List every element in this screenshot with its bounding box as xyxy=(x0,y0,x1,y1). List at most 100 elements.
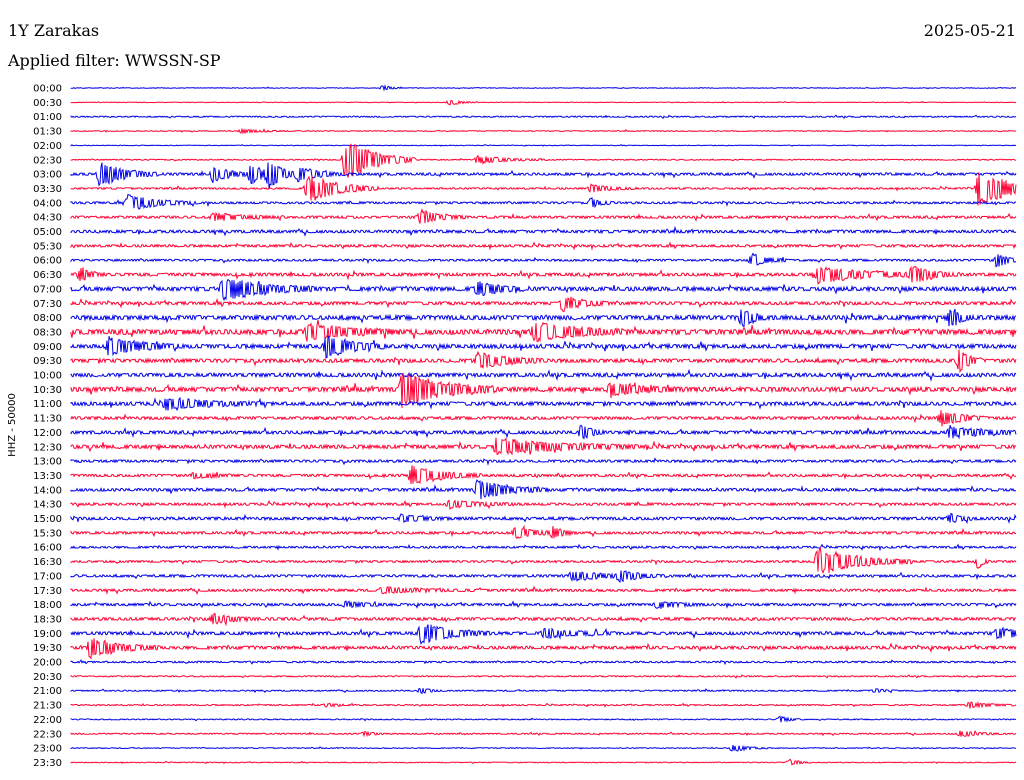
time-label: 04:30 xyxy=(33,213,62,224)
trace-line xyxy=(70,499,1017,510)
time-label: 00:30 xyxy=(33,98,62,109)
time-label: 20:30 xyxy=(33,672,62,683)
trace-line xyxy=(70,744,1016,752)
trace-line xyxy=(70,172,1017,206)
trace-line xyxy=(70,143,1017,178)
time-label: 12:00 xyxy=(33,428,62,439)
time-label: 02:00 xyxy=(33,141,62,152)
time-label: 00:00 xyxy=(33,84,62,95)
trace-line xyxy=(70,162,1017,190)
trace-line xyxy=(70,613,1017,627)
time-label: 10:00 xyxy=(33,371,62,382)
trace-line xyxy=(70,144,1017,147)
time-label: 07:30 xyxy=(33,299,62,310)
time-label: 06:30 xyxy=(33,270,62,281)
trace-line xyxy=(70,715,1017,723)
time-label: 17:30 xyxy=(33,586,62,597)
trace-line xyxy=(70,600,1017,610)
trace-line xyxy=(70,543,1017,552)
time-label: 23:00 xyxy=(33,744,62,755)
trace-line xyxy=(70,368,1017,382)
time-label: 03:00 xyxy=(33,170,62,181)
trace-line xyxy=(70,437,1017,456)
trace-line xyxy=(70,252,1017,268)
time-label: 22:00 xyxy=(33,715,62,726)
time-label: 16:30 xyxy=(33,557,62,568)
trace-line xyxy=(70,674,1017,679)
trace-line xyxy=(70,585,1017,595)
trace-group xyxy=(70,84,1017,766)
time-label: 11:00 xyxy=(33,399,62,410)
time-label: 18:00 xyxy=(33,600,62,611)
time-label: 07:00 xyxy=(33,284,62,295)
trace-line xyxy=(70,570,1017,584)
time-label: 08:00 xyxy=(33,313,62,324)
time-label: 22:30 xyxy=(33,729,62,740)
time-label: 21:00 xyxy=(33,686,62,697)
trace-line xyxy=(70,729,1017,738)
trace-line xyxy=(70,319,1017,343)
time-label: 13:30 xyxy=(33,471,62,482)
trace-line xyxy=(70,99,1017,106)
trace-line xyxy=(70,193,1017,210)
time-label: 23:30 xyxy=(33,758,62,769)
time-label: 17:00 xyxy=(33,571,62,582)
time-label: 15:00 xyxy=(33,514,62,525)
trace-line xyxy=(70,457,1017,466)
time-label: 02:30 xyxy=(33,155,62,166)
filter-label: Applied filter: WWSSN-SP xyxy=(8,51,221,70)
trace-line xyxy=(70,659,1017,666)
time-label: 13:00 xyxy=(33,457,62,468)
channel-label: HHZ - 50000 xyxy=(7,393,18,457)
trace-line xyxy=(70,241,1017,251)
time-label: 05:00 xyxy=(33,227,62,238)
trace-line xyxy=(70,396,1017,412)
trace-line xyxy=(70,688,1017,694)
trace-line xyxy=(70,758,1016,766)
time-label: 19:00 xyxy=(33,629,62,640)
trace-line xyxy=(70,465,1016,485)
date-label: 2025-05-21 xyxy=(923,21,1016,40)
time-label: 10:30 xyxy=(33,385,62,396)
trace-line xyxy=(70,638,1017,660)
trace-line xyxy=(70,279,1017,302)
trace-line xyxy=(70,372,1017,408)
time-label: 03:30 xyxy=(33,184,62,195)
time-label: 01:00 xyxy=(33,112,62,123)
time-label: 06:00 xyxy=(33,256,62,267)
time-label: 18:30 xyxy=(33,614,62,625)
time-label: 19:30 xyxy=(33,643,62,654)
time-label: 04:00 xyxy=(33,198,62,209)
trace-line xyxy=(70,114,1017,120)
trace-line xyxy=(70,265,1017,285)
trace-line xyxy=(70,479,1017,500)
time-label: 11:30 xyxy=(33,414,62,425)
time-label: 16:00 xyxy=(33,543,62,554)
station-title: 1Y Zarakas xyxy=(8,21,100,40)
trace-line xyxy=(70,546,1017,574)
time-label: 20:00 xyxy=(33,658,62,669)
trace-line xyxy=(70,225,1017,237)
trace-line xyxy=(70,127,1017,135)
trace-line xyxy=(70,512,1017,525)
trace-line xyxy=(70,334,1017,359)
trace-line xyxy=(70,700,1017,709)
trace-line xyxy=(70,624,1017,645)
trace-line xyxy=(70,424,1017,440)
trace-line xyxy=(70,208,1017,224)
time-label: 09:00 xyxy=(33,342,62,353)
trace-line xyxy=(70,410,1017,427)
trace-line xyxy=(70,296,1017,312)
trace-line xyxy=(70,349,1017,374)
time-label: 14:30 xyxy=(33,500,62,511)
time-label: 08:30 xyxy=(33,327,62,338)
trace-line xyxy=(70,308,1017,328)
time-label: 09:30 xyxy=(33,356,62,367)
time-label: 21:30 xyxy=(33,701,62,712)
trace-line xyxy=(70,84,1017,92)
time-label: 14:00 xyxy=(33,485,62,496)
time-label: 05:30 xyxy=(33,241,62,252)
time-label: 15:30 xyxy=(33,528,62,539)
time-label-group: 00:00 00:30 01:00 01:30 02:00 02:30 03:00 03:30… xyxy=(33,84,62,769)
